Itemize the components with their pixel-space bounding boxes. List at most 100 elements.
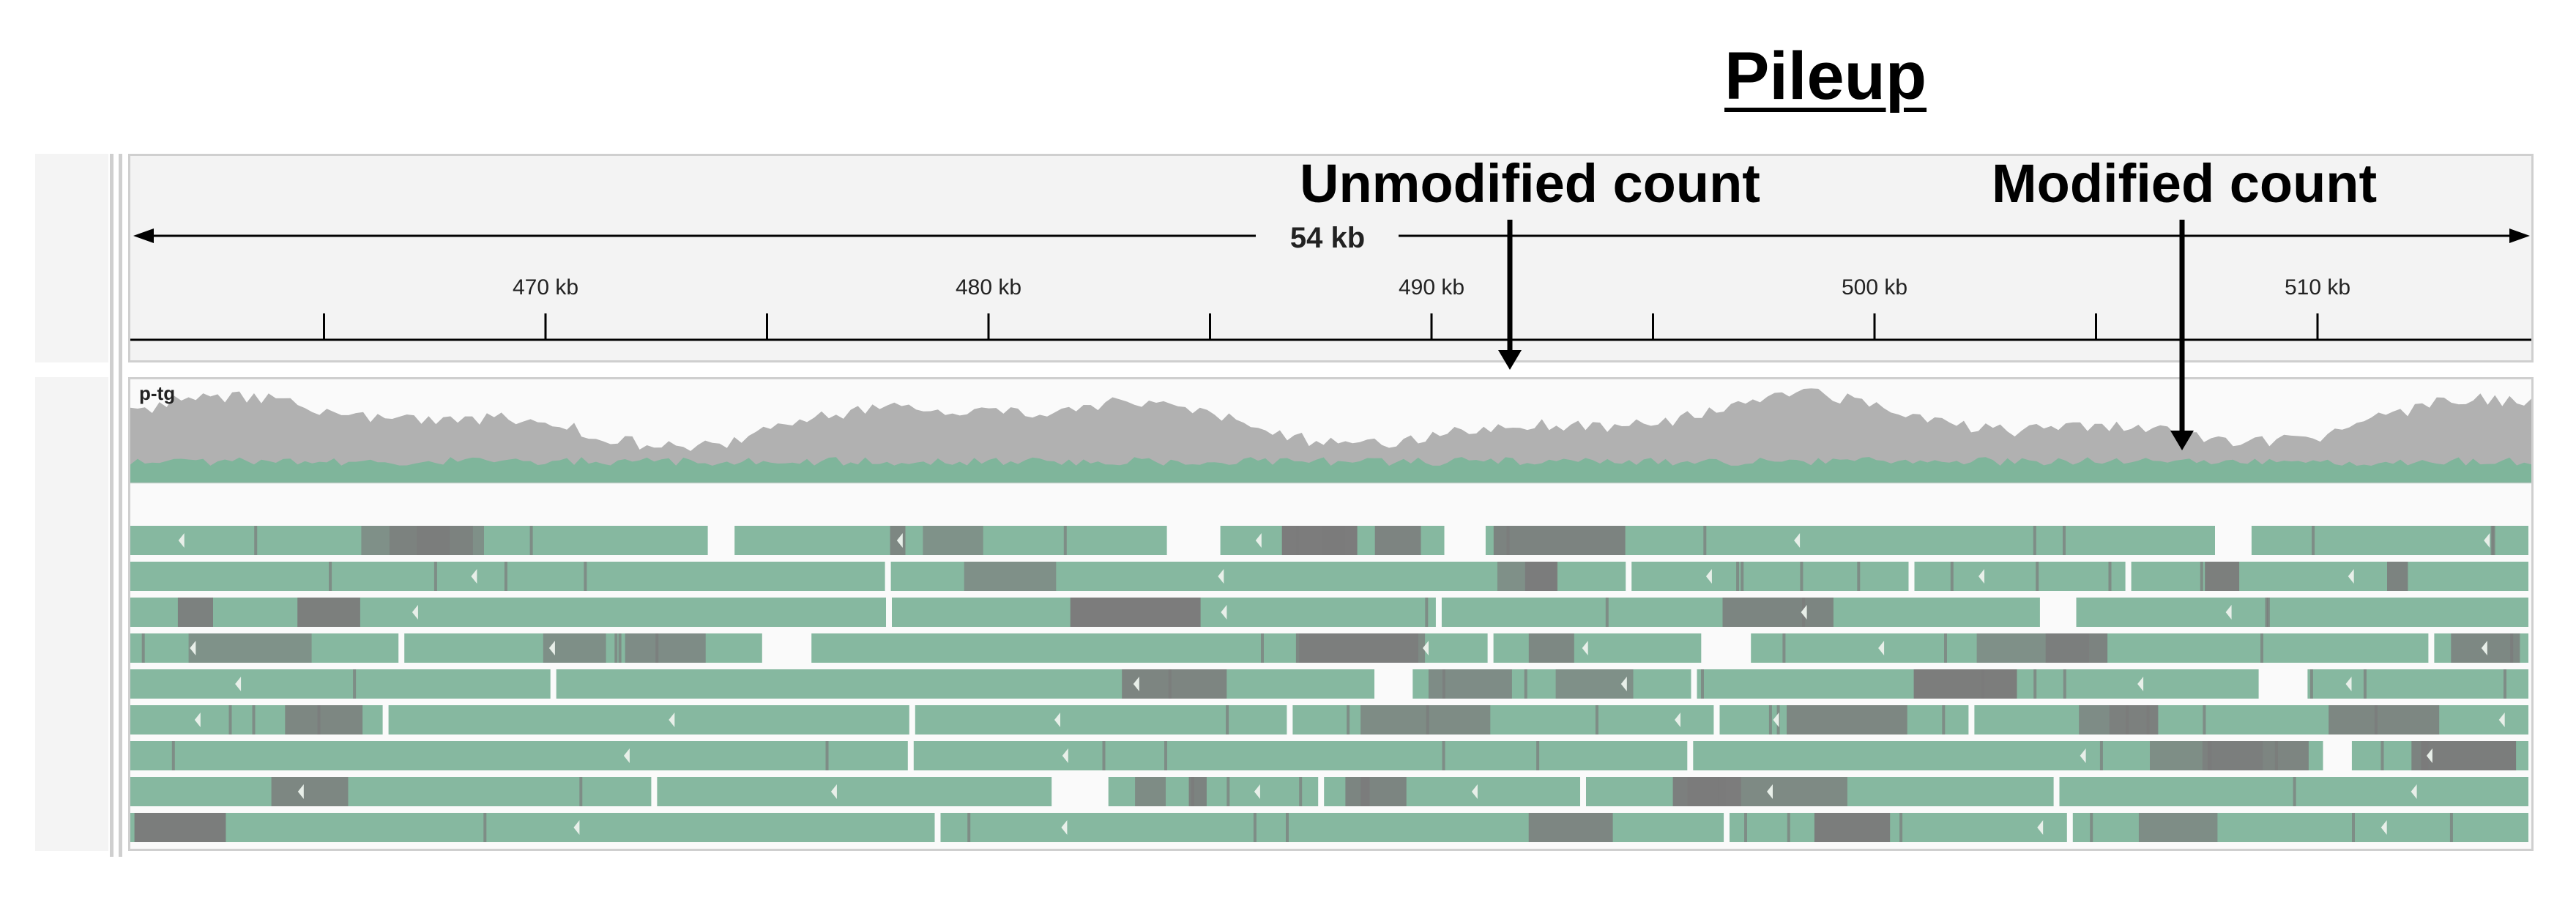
read [1751,633,2429,663]
strand-arrow [1773,713,1779,727]
modified-site [141,633,145,663]
read [1412,669,1691,699]
modified-site [1944,633,1947,663]
modified-block [1299,633,1426,663]
modified-site [2274,741,2278,770]
strand-arrow [1133,677,1139,691]
modified-block [2150,741,2212,770]
strand-arrow [2080,748,2086,763]
read-body [1914,562,2126,591]
read [130,526,708,555]
modified-site [2352,813,2355,842]
modified-site [584,562,587,591]
read [1220,526,1445,555]
modified-site [2036,562,2039,591]
strand-arrow [2037,820,2044,835]
panel-divider[interactable] [110,154,113,857]
modified-block [2045,633,2108,663]
strand-arrow [1061,820,1068,835]
strand-arrow [178,533,185,548]
read-body [388,705,909,734]
modified-site [1261,633,1264,663]
modified-site [1800,562,1803,591]
left-panel-bottom [35,377,108,851]
read [657,777,1052,806]
modified-block [1135,777,1166,806]
modified-site [254,526,258,555]
modified-block [1722,598,1834,627]
left-panel-top [35,154,108,362]
strand-arrow [2498,713,2505,727]
modified-block [297,598,360,627]
modified-site [1524,669,1527,699]
modified-site [1703,526,1707,555]
tick-label-490: 490 kb [1398,275,1465,300]
strand-arrow [1062,748,1068,763]
strand-arrow [2345,677,2352,691]
strand-arrow [2481,641,2487,655]
tick-label-500: 500 kb [1841,275,1908,300]
read [130,813,935,842]
modified-site [1506,526,1510,555]
read [811,633,1488,663]
read [2434,633,2528,663]
modified-site [1942,705,1946,734]
read [890,562,1626,591]
read-body [1493,633,1702,663]
strand-arrow [1767,784,1773,799]
read-body [2251,526,2528,555]
strand-arrow [1255,533,1262,548]
read [892,598,1436,627]
modified-site [1295,526,1299,555]
modified-block [2202,741,2263,770]
modified-site [2510,633,2514,663]
strand-arrow [896,533,903,548]
modified-site [1782,633,1786,663]
modified-site [1701,669,1704,699]
tick-label-480: 480 kb [955,275,1022,300]
read [130,741,908,770]
read [130,633,399,663]
modified-site [2203,705,2206,734]
modified-site [2312,526,2315,555]
modified-site [2374,705,2378,734]
modified-site [1063,526,1067,555]
modified-block [2138,813,2218,842]
modified-site [483,813,487,842]
strand-arrow [2484,533,2490,548]
strand-arrow [1794,533,1801,548]
modified-block [1787,705,1907,734]
modified-site [433,562,437,591]
modified-site [967,813,971,842]
modified-site [1226,705,1229,734]
modified-site [1226,777,1230,806]
modified-site [1286,813,1289,842]
coverage-total-area [130,388,2531,482]
modified-site [2449,813,2453,842]
coverage-modified-area [130,457,2531,482]
modified-site [1425,598,1429,627]
strand-arrow [669,713,675,727]
strand-arrow [1675,713,1680,727]
strand-arrow [2137,677,2144,691]
modified-site [579,777,583,806]
modified-site [1164,741,1167,770]
read [940,813,1724,842]
modified-site [2260,633,2263,663]
modified-block [285,705,363,734]
modified-block [1360,705,1491,734]
modified-site [1787,813,1790,842]
panel-divider-inner[interactable] [119,154,122,857]
modified-site [1741,562,1744,591]
read-body [2076,598,2528,627]
modified-site [2309,669,2313,699]
read [1914,562,2126,591]
read-body [130,813,935,842]
annotation-unmodified-count: Unmodified count [1300,153,1760,214]
modified-site [1981,669,1984,699]
read [130,669,551,699]
modified-site [2146,705,2150,734]
read-body [913,741,1688,770]
read [2351,741,2528,770]
